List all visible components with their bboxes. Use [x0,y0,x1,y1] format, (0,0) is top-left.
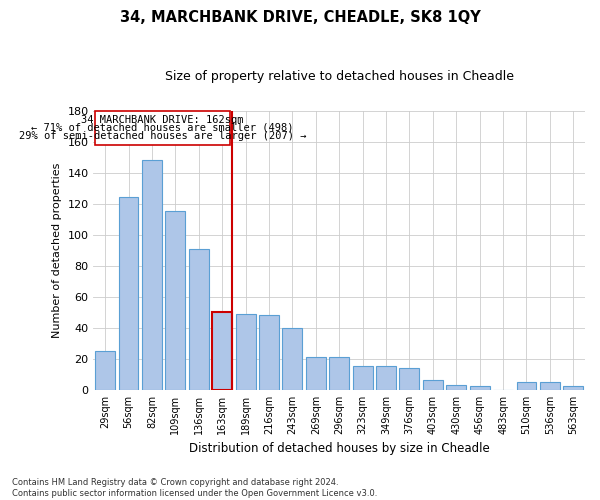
Bar [259,315,279,390]
Text: ← 71% of detached houses are smaller (498): ← 71% of detached houses are smaller (49… [31,123,294,133]
X-axis label: Distribution of detached houses by size in Cheadle: Distribution of detached houses by size … [189,442,490,455]
Text: 34 MARCHBANK DRIVE: 162sqm: 34 MARCHBANK DRIVE: 162sqm [81,115,244,125]
Bar [95,351,115,390]
Bar [95,110,230,144]
Bar [400,368,419,390]
Bar [563,386,583,390]
Bar [189,248,209,390]
Bar [446,385,466,390]
Bar [423,380,443,390]
Bar [353,366,373,390]
Bar [283,328,302,390]
Bar [119,198,139,390]
Title: Size of property relative to detached houses in Cheadle: Size of property relative to detached ho… [165,70,514,83]
Bar [470,386,490,390]
Bar [142,160,162,390]
Bar [376,366,396,390]
Bar [306,357,326,390]
Text: Contains HM Land Registry data © Crown copyright and database right 2024.
Contai: Contains HM Land Registry data © Crown c… [12,478,377,498]
Text: 29% of semi-detached houses are larger (207) →: 29% of semi-detached houses are larger (… [19,130,306,140]
Text: 34, MARCHBANK DRIVE, CHEADLE, SK8 1QY: 34, MARCHBANK DRIVE, CHEADLE, SK8 1QY [119,10,481,25]
Bar [517,382,536,390]
Y-axis label: Number of detached properties: Number of detached properties [52,162,62,338]
Bar [329,357,349,390]
Bar [236,314,256,390]
Bar [166,212,185,390]
Bar [540,382,560,390]
Bar [212,312,232,390]
